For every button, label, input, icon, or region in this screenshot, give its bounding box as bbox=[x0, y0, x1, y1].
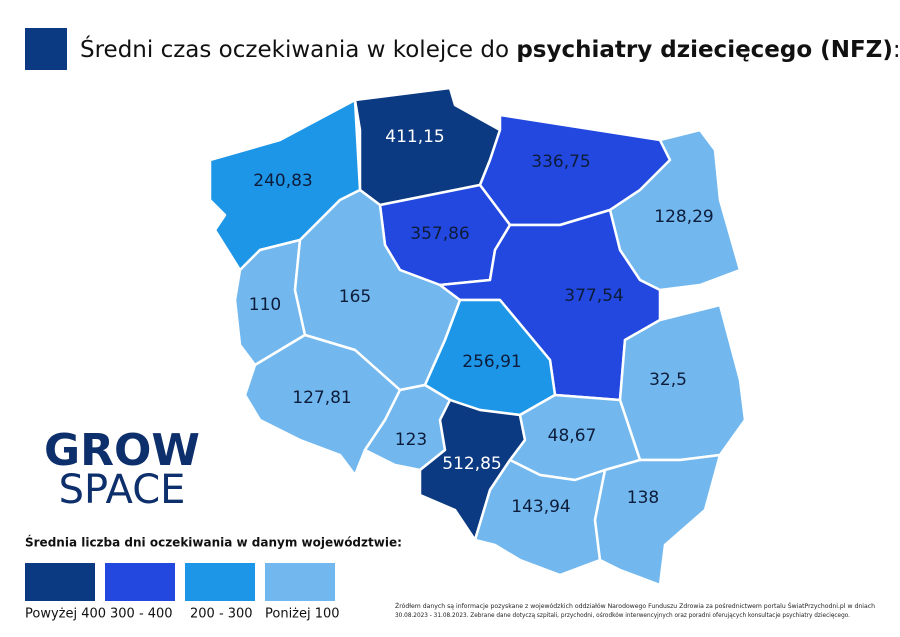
legend-swatch bbox=[105, 563, 175, 601]
region-label: 240,83 bbox=[253, 171, 312, 191]
title: Średni czas oczekiwania w kolejce do psy… bbox=[80, 35, 900, 63]
region-label: 110 bbox=[249, 295, 281, 315]
legend-label: Powyżej 400 bbox=[25, 607, 106, 622]
title-bold: psychiatry dziecięcego (NFZ) bbox=[516, 37, 893, 63]
legend-title: Średnia liczba dni oczekiwania w danym w… bbox=[25, 535, 402, 550]
logo-line2: SPACE bbox=[59, 467, 186, 513]
region-label: 32,5 bbox=[649, 370, 687, 390]
legend-label: 200 - 300 bbox=[190, 607, 253, 622]
region-label: 512,85 bbox=[442, 454, 501, 474]
legend-label: 300 - 400 bbox=[110, 607, 173, 622]
region-label: 128,29 bbox=[654, 207, 713, 227]
logo-line1: GROW bbox=[44, 425, 200, 476]
region bbox=[593, 453, 722, 587]
legend-swatch bbox=[25, 563, 95, 601]
region-label: 123 bbox=[395, 430, 427, 450]
region-label: 48,67 bbox=[548, 426, 597, 446]
logo: GROW SPACE bbox=[44, 425, 200, 513]
region-label: 411,15 bbox=[385, 127, 444, 147]
legend-swatch bbox=[265, 563, 335, 601]
region-label: 127,81 bbox=[292, 388, 351, 408]
title-square bbox=[25, 28, 67, 70]
source-line: Źródłem danych są informacje pozyskane z… bbox=[395, 602, 875, 610]
legend-swatch bbox=[185, 563, 255, 601]
title-suffix: : bbox=[893, 37, 900, 63]
region-label: 138 bbox=[627, 488, 659, 508]
region-label: 143,94 bbox=[511, 497, 570, 517]
legend-label: Poniżej 100 bbox=[265, 607, 340, 622]
region-label: 357,86 bbox=[410, 224, 469, 244]
map: 411,15 240,83 336,75 128,29 357,86 110 1… bbox=[208, 86, 747, 587]
source-line: 30.08.2023 - 31.08.2023. Zebrane dane do… bbox=[395, 612, 850, 619]
region-label: 377,54 bbox=[564, 286, 623, 306]
region-label: 336,75 bbox=[531, 152, 590, 172]
region-label: 256,91 bbox=[462, 352, 521, 372]
title-prefix: Średni czas oczekiwania w kolejce do bbox=[80, 35, 516, 63]
region-label: 165 bbox=[339, 287, 371, 307]
